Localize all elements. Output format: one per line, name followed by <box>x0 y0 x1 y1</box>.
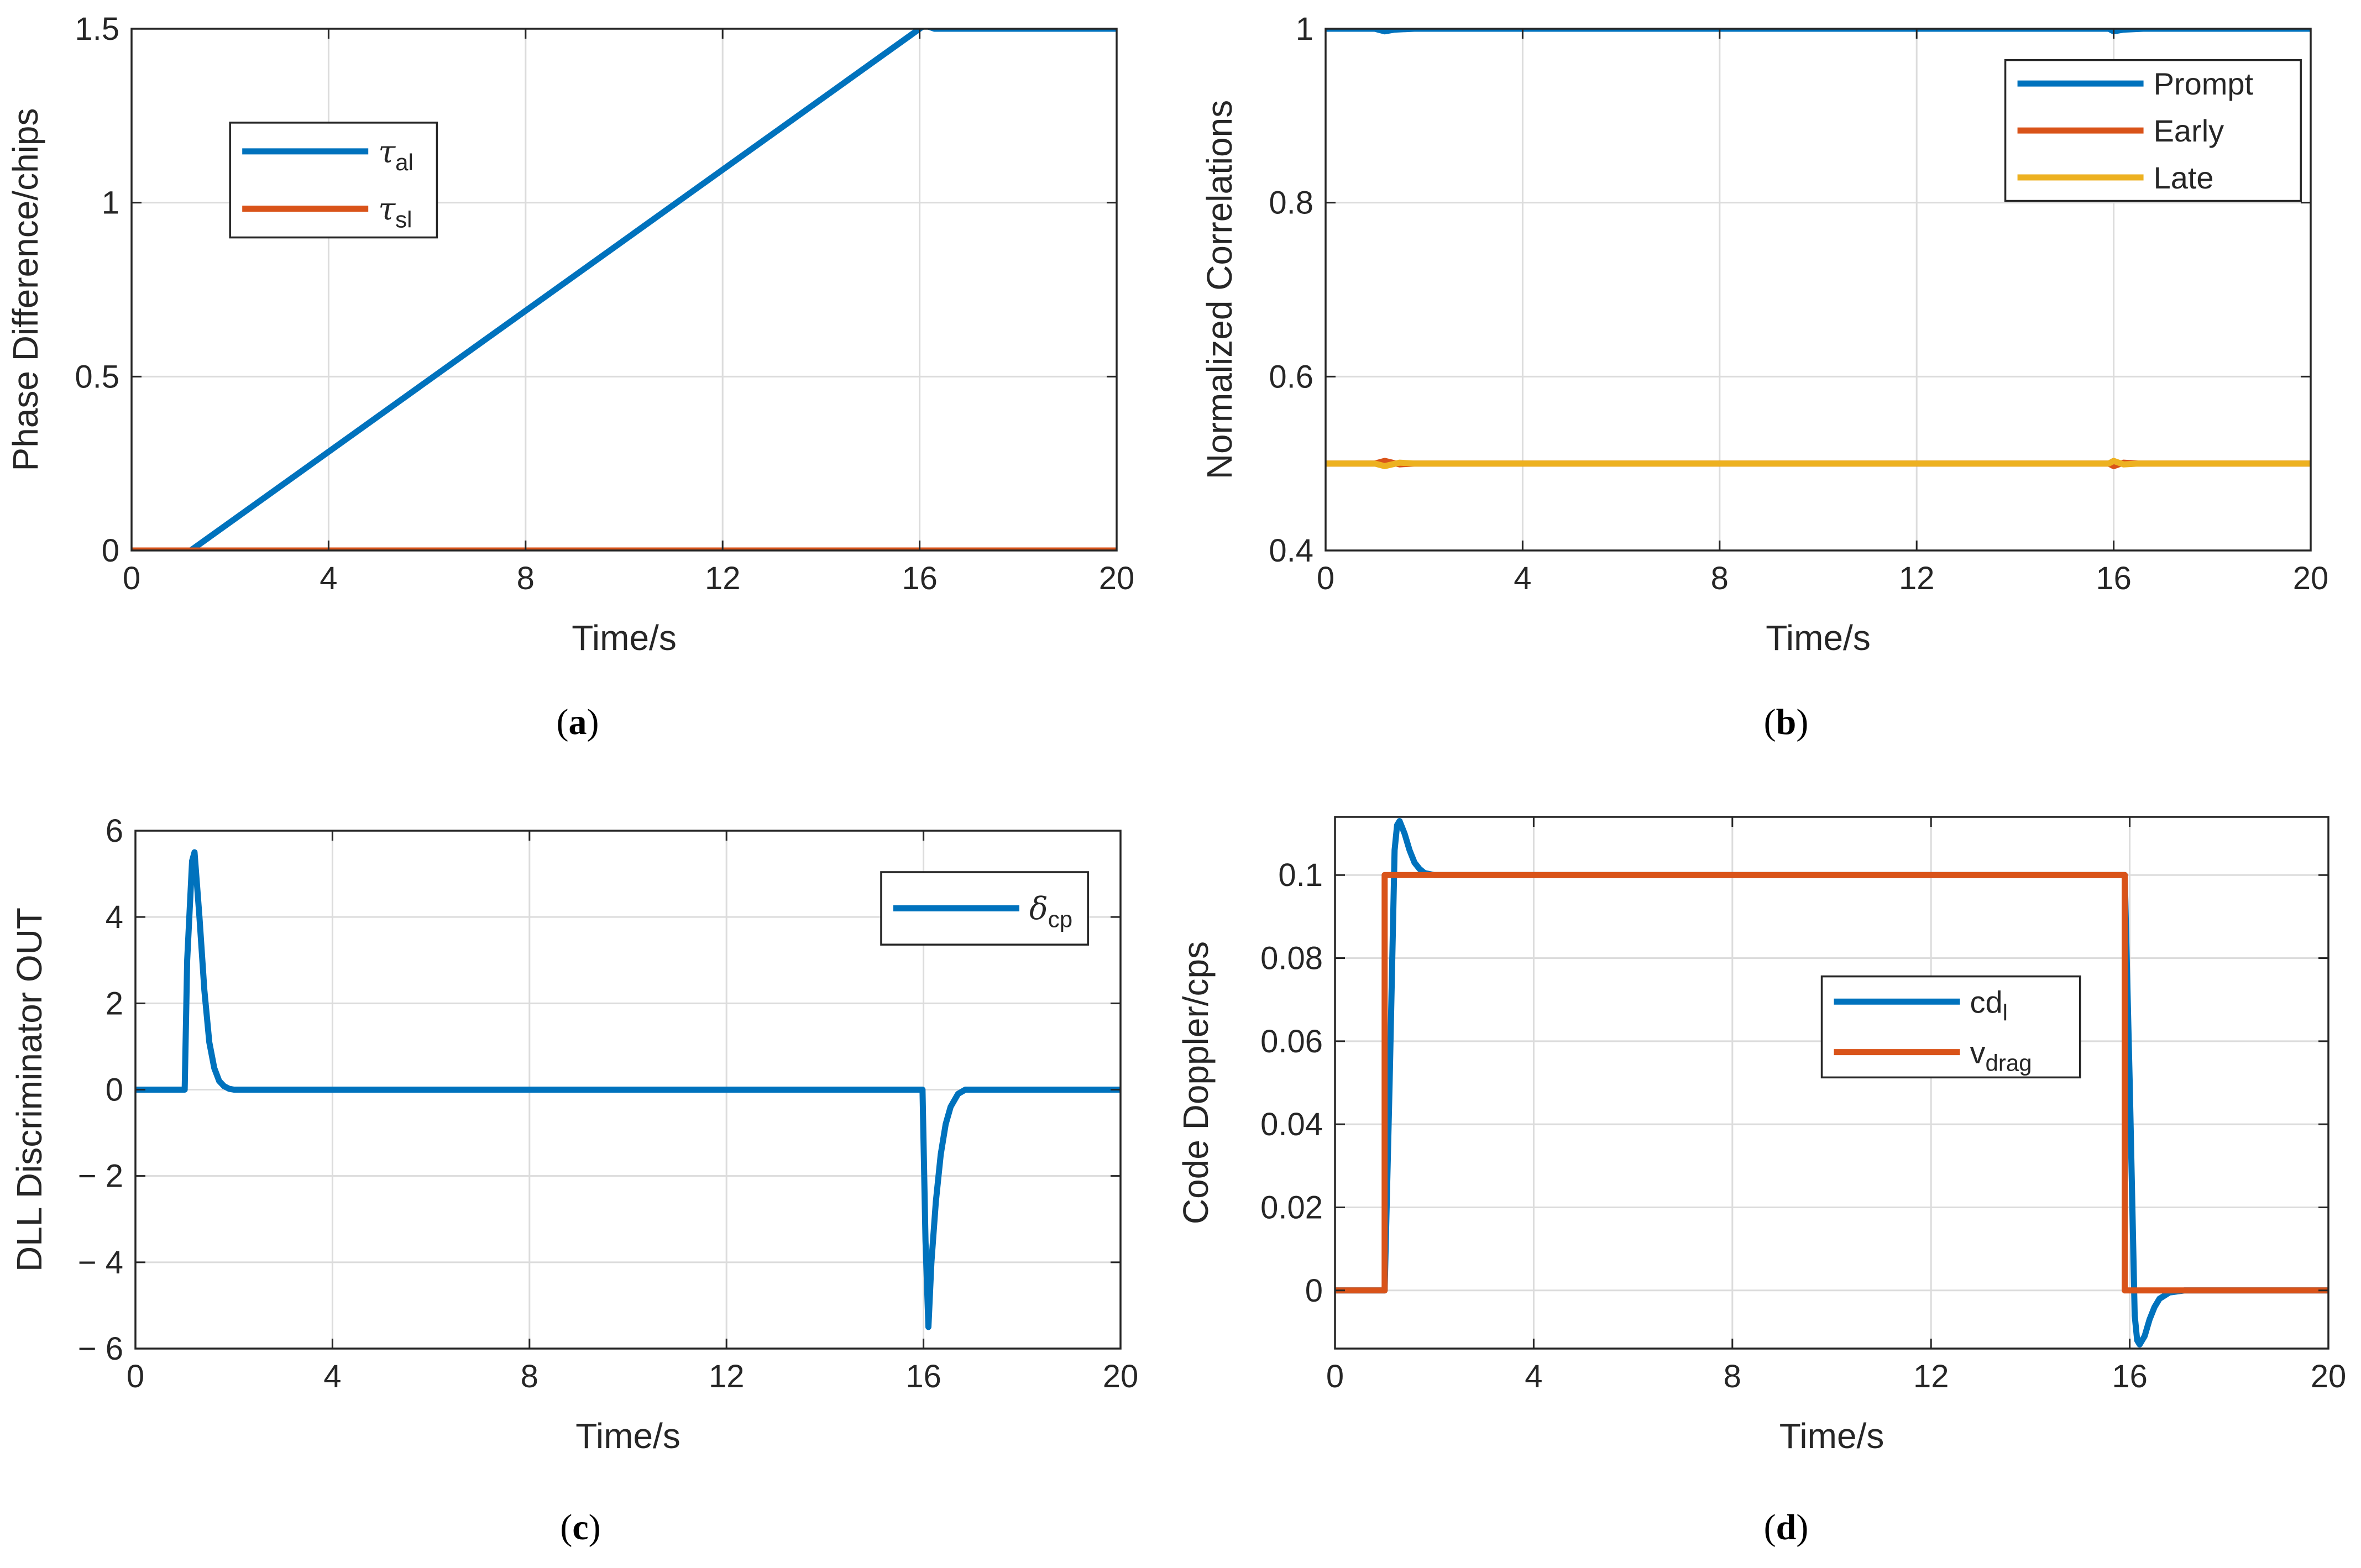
axes-box <box>130 28 1118 552</box>
x-tick-label: 4 <box>1525 1359 1542 1394</box>
y-tick-label: 0.04 <box>1260 1106 1323 1142</box>
panel-b: 0 4 8 12 16 20 0.4 0.6 0.8 1 Time/s Normalized Corr… <box>1200 11 2328 742</box>
axes-box <box>1334 816 2329 1350</box>
legend-label: Early <box>2154 113 2224 148</box>
x-tick-label: 16 <box>905 1359 941 1394</box>
x-tick-label: 8 <box>1724 1359 1741 1394</box>
y-tick-label: − 2 <box>78 1158 123 1194</box>
legend-box <box>229 122 438 239</box>
x-axis-label: Time/s <box>1766 618 1871 658</box>
series-group <box>135 849 1121 1330</box>
y-tick-label: 6 <box>106 813 123 849</box>
y-tick-label: 1 <box>1296 11 1313 47</box>
y-tick-label: 2 <box>106 985 123 1021</box>
x-tick-label: 0 <box>127 1359 144 1394</box>
x-tick-label: 8 <box>517 560 535 596</box>
y-tick-label: 0.08 <box>1260 941 1323 977</box>
panel-caption: (c) <box>560 1507 600 1548</box>
x-tick-label: 4 <box>323 1359 341 1394</box>
legend-label: Prompt <box>2154 66 2254 101</box>
panel-caption: (a) <box>557 702 599 742</box>
axes-box <box>1325 28 2312 552</box>
y-axis-label: Code Doppler/cps <box>1176 941 1216 1224</box>
y-axis-label: DLL Discriminator OUT <box>9 908 49 1272</box>
legend: cdl vdrag <box>1820 975 2081 1079</box>
x-axis-label: Time/s <box>575 1416 680 1456</box>
x-tick-label: 20 <box>2311 1359 2347 1394</box>
y-tick-label: 0 <box>106 1072 123 1108</box>
series-group <box>1335 818 2328 1347</box>
y-tick-label: 0 <box>1305 1273 1323 1309</box>
x-tick-label: 12 <box>1899 560 1935 596</box>
y-tick-label: 1.5 <box>75 11 119 47</box>
legend-label: τsl <box>378 192 412 233</box>
legend: δcp <box>880 871 1089 946</box>
panel-caption: (d) <box>1764 1507 1809 1548</box>
legend-box <box>1820 975 2081 1079</box>
x-tick-label: 20 <box>1099 560 1135 596</box>
legend: Prompt Early Late <box>2004 59 2302 202</box>
x-tick-label: 8 <box>1711 560 1729 596</box>
x-tick-label: 12 <box>709 1359 745 1394</box>
y-tick-label: 0.8 <box>1269 185 1313 221</box>
y-tick-label: 0 <box>102 533 119 569</box>
panel-caption: (b) <box>1764 702 1809 742</box>
series-line-late <box>1326 458 2311 469</box>
panel-a: 0 4 8 12 16 20 0 0.5 1 1.5 Time/s Phase Difference/… <box>6 11 1134 742</box>
y-tick-label: 0.06 <box>1260 1024 1323 1060</box>
x-tick-label: 16 <box>902 560 938 596</box>
x-tick-label: 0 <box>1317 560 1334 596</box>
legend: τal τsl <box>229 122 438 239</box>
x-axis-label: Time/s <box>1779 1416 1884 1456</box>
legend-label: τal <box>378 134 413 175</box>
x-tick-label: 12 <box>705 560 741 596</box>
x-tick-label: 12 <box>1913 1359 1949 1394</box>
panel-c: 0 4 8 12 16 20 − 6 − 4 − 2 0 2 4 6 Time/s DLL Discrimi… <box>9 813 1138 1548</box>
x-tick-label: 16 <box>2112 1359 2148 1394</box>
plot-area <box>132 29 1117 550</box>
y-tick-label: 1 <box>102 185 119 221</box>
x-tick-label: 16 <box>2096 560 2132 596</box>
y-tick-label: 0.4 <box>1269 533 1313 569</box>
x-axis-label: Time/s <box>572 618 677 658</box>
x-tick-label: 20 <box>2293 560 2329 596</box>
legend-label: vdrag <box>1970 1035 2032 1076</box>
panel-d: 0 4 8 12 16 20 0 0.02 0.04 0.06 0.08 0.1 Time/s Code … <box>1176 816 2347 1548</box>
legend-label: Late <box>2154 160 2214 195</box>
y-tick-label: 4 <box>106 899 123 935</box>
x-tick-label: 20 <box>1103 1359 1139 1394</box>
legend-label: cdl <box>1970 984 2008 1025</box>
y-tick-label: 0.5 <box>75 359 119 395</box>
y-axis-label: Normalized Correlations <box>1200 100 1239 479</box>
series-line-δ-cp <box>135 849 1121 1330</box>
x-tick-label: 0 <box>123 560 140 596</box>
x-tick-label: 0 <box>1326 1359 1344 1394</box>
series-line-v-drag <box>1335 872 2328 1294</box>
plot-area <box>1335 817 2328 1349</box>
x-tick-label: 8 <box>521 1359 538 1394</box>
y-tick-label: − 6 <box>78 1331 123 1367</box>
y-tick-label: 0.02 <box>1260 1189 1323 1225</box>
y-tick-label: 0.6 <box>1269 359 1313 395</box>
legend-label: δcp <box>1029 891 1072 932</box>
y-tick-label: − 4 <box>78 1245 123 1281</box>
y-axis-label: Phase Difference/chips <box>6 108 45 471</box>
y-tick-label: 0.1 <box>1278 857 1323 893</box>
x-tick-label: 4 <box>320 560 337 596</box>
x-tick-label: 4 <box>1514 560 1531 596</box>
